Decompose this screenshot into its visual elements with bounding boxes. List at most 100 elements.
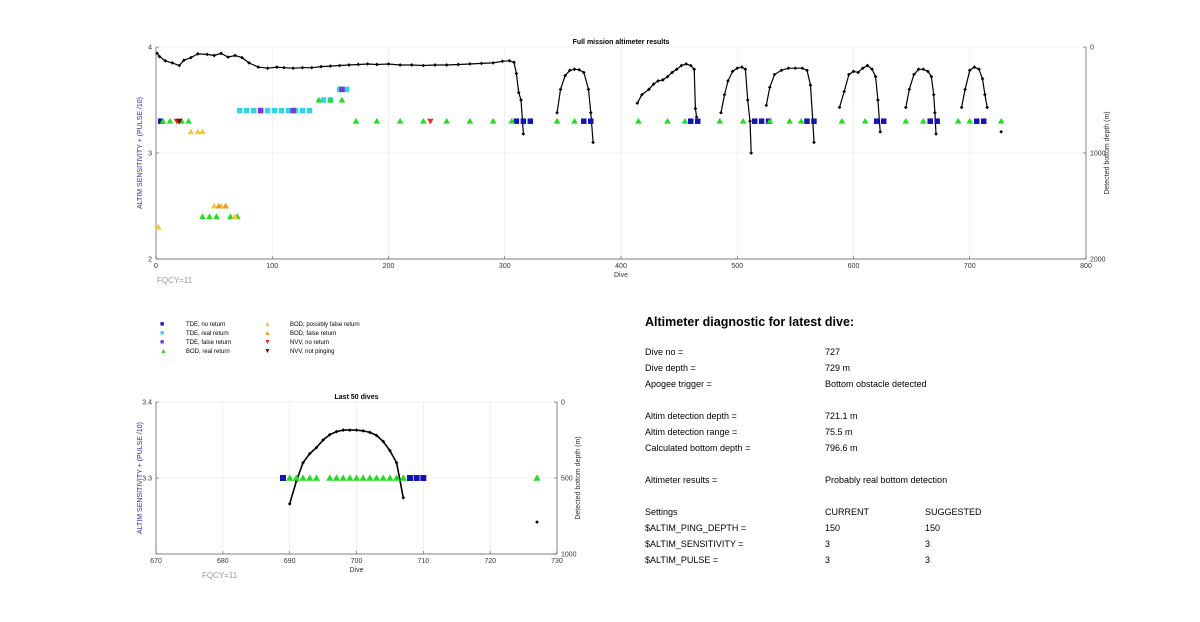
altim-point-triangle-up bbox=[194, 128, 202, 135]
depth-point bbox=[670, 70, 674, 75]
diag-row-altimeter-results: Altimeter results = Probably real bottom… bbox=[645, 475, 1165, 491]
y-right-tick-label: 0 bbox=[561, 400, 565, 407]
diag-row-dive-depth: Dive depth = 729 m bbox=[645, 363, 1165, 379]
altim-point-square bbox=[279, 475, 286, 481]
y-right-tick-label: 1000 bbox=[561, 552, 577, 559]
y-right-axis-label: Detected bottom depth (m) bbox=[1104, 111, 1111, 194]
settings-current-header: CURRENT bbox=[825, 507, 869, 517]
depth-line bbox=[288, 429, 405, 505]
diag-value: Bottom obstacle detected bbox=[825, 379, 927, 389]
legend-label: TDE, false return bbox=[186, 340, 232, 346]
diag-label: Dive no = bbox=[645, 347, 684, 357]
altim-point-triangle-up bbox=[231, 213, 239, 220]
altim-point-triangle-up bbox=[716, 117, 724, 124]
depth-point bbox=[212, 53, 216, 58]
depth-point bbox=[926, 69, 930, 74]
depth-point bbox=[319, 64, 323, 69]
depth-point bbox=[157, 54, 162, 59]
x-tick-label: 100 bbox=[266, 263, 278, 270]
altim-point-square bbox=[413, 475, 420, 481]
altim-point-triangle-up bbox=[533, 474, 541, 481]
legend-triangle-down-icon: ▼ bbox=[264, 339, 271, 346]
legend-triangle-down-icon: ▼ bbox=[264, 348, 271, 355]
x-tick-label: 670 bbox=[150, 558, 162, 565]
legend-label: BOD, false return bbox=[290, 331, 337, 337]
altim-point-square bbox=[339, 86, 345, 93]
altim-point-triangle-up bbox=[292, 474, 300, 481]
altim-point-square bbox=[285, 107, 292, 114]
altim-point-triangle-up bbox=[997, 117, 1005, 124]
y-right-tick-label: 500 bbox=[561, 476, 573, 483]
depth-point bbox=[381, 439, 386, 444]
depth-point bbox=[577, 67, 581, 72]
depth-point bbox=[421, 63, 426, 68]
depth-point bbox=[693, 106, 698, 111]
depth-line bbox=[720, 66, 752, 154]
settings-suggested-header: SUGGESTED bbox=[925, 507, 982, 517]
diag-value: 721.1 m bbox=[825, 411, 858, 421]
x-tick-label: 730 bbox=[551, 558, 563, 565]
legend-square-icon: ■ bbox=[160, 339, 165, 346]
diag-label: Dive depth = bbox=[645, 363, 696, 373]
depth-point bbox=[233, 53, 237, 58]
altim-point-square bbox=[243, 107, 250, 114]
depth-point bbox=[491, 61, 495, 65]
altim-point-square bbox=[751, 118, 758, 124]
setting-current: 3 bbox=[825, 539, 831, 549]
x-tick-label: 690 bbox=[284, 558, 296, 565]
depth-point bbox=[247, 61, 251, 65]
depth-point bbox=[591, 140, 595, 145]
depth-point bbox=[374, 433, 379, 438]
depth-point bbox=[327, 432, 332, 437]
depth-point bbox=[722, 92, 727, 97]
altim-point-square bbox=[811, 118, 817, 124]
depth-point bbox=[287, 502, 292, 506]
setting-row-sensitivity: $ALTIM_SENSITIVITY = 3 3 bbox=[645, 539, 1165, 555]
diag-value: Probably real bottom detection bbox=[825, 475, 948, 485]
depth-point bbox=[307, 451, 312, 456]
altim-point-triangle-up bbox=[327, 96, 334, 103]
legend-triangle-up-icon: ▲ bbox=[264, 330, 271, 337]
altim-point-triangle-up bbox=[306, 474, 314, 481]
y-tick-label: 4 bbox=[148, 45, 152, 52]
y-axis-label: ALTIM SENSITIVITY + (PULSE /10) bbox=[137, 97, 144, 209]
setting-current: 150 bbox=[825, 523, 841, 533]
altim-point-square bbox=[520, 118, 527, 124]
altim-point-triangle-up bbox=[352, 117, 360, 124]
depth-point bbox=[226, 55, 230, 59]
altim-point-triangle-up bbox=[786, 117, 793, 124]
legend-label: BOD, possibly false return bbox=[290, 322, 360, 328]
diag-value: 75.5 m bbox=[825, 427, 853, 437]
depth-point bbox=[347, 63, 351, 67]
altim-point-triangle-up bbox=[187, 128, 195, 135]
setting-suggested: 150 bbox=[925, 523, 941, 533]
y-tick-label: 3 bbox=[148, 151, 152, 158]
depth-point bbox=[321, 438, 325, 442]
y-right-axis-label: Detected bottom depth (m) bbox=[575, 436, 582, 519]
diag-value: 796.6 m bbox=[825, 443, 858, 453]
y-tick-label: 3.4 bbox=[142, 400, 152, 407]
altim-point-square bbox=[874, 118, 880, 124]
x-tick-label: 700 bbox=[351, 558, 363, 565]
legend-triangle-up-icon: ▲ bbox=[264, 321, 271, 328]
diag-row-apogee-trigger: Apogee trigger = Bottom obstacle detecte… bbox=[645, 379, 1165, 395]
depth-point bbox=[328, 64, 333, 68]
y-right-tick-label: 1000 bbox=[1090, 151, 1106, 158]
altim-point-square bbox=[320, 97, 327, 103]
x-tick-label: 400 bbox=[615, 263, 627, 270]
settings-header: Settings CURRENT SUGGESTED bbox=[645, 507, 1165, 523]
diag-label: Altim detection range = bbox=[645, 427, 738, 437]
fqcy-annotation: FQCY=11 bbox=[202, 571, 238, 580]
diag-label: Calculated bottom depth = bbox=[645, 443, 751, 453]
altim-point-triangle-up bbox=[919, 117, 927, 124]
altim-point-triangle-up bbox=[508, 117, 516, 124]
setting-current: 3 bbox=[825, 555, 831, 565]
diag-row-altim-detection-range: Altim detection range = 75.5 m bbox=[645, 427, 1165, 443]
depth-point bbox=[300, 65, 305, 70]
altim-point-square bbox=[927, 118, 933, 124]
altim-point-square bbox=[343, 86, 350, 93]
altim-point-triangle-up bbox=[359, 474, 367, 481]
depth-point bbox=[588, 110, 593, 115]
altimeter-diagnostic-panel: Altimeter diagnostic for latest dive: Di… bbox=[645, 315, 1165, 571]
depth-point bbox=[341, 428, 345, 432]
